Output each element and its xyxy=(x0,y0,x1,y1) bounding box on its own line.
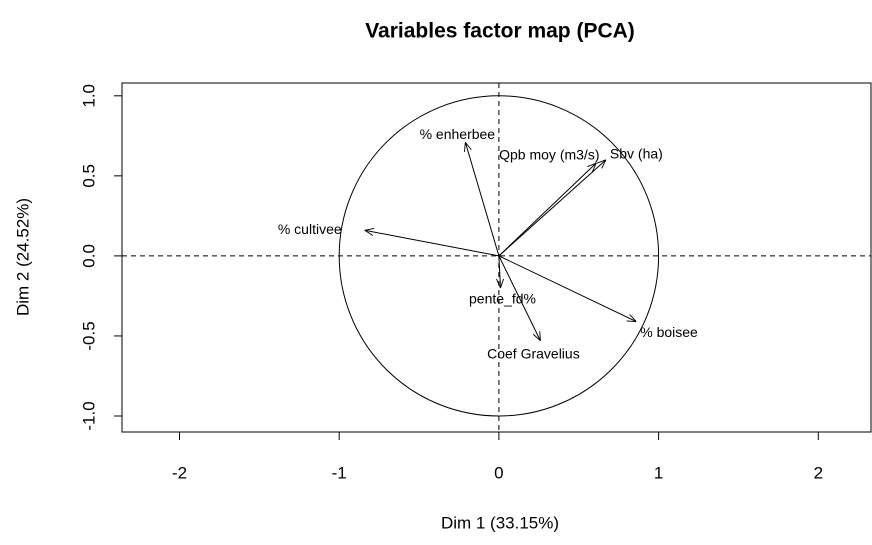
y-tick-label: 0.5 xyxy=(79,164,98,188)
x-tick-label: 1 xyxy=(654,463,663,482)
plot-frame xyxy=(121,82,872,433)
variable-arrow xyxy=(498,160,606,257)
variable-label: Sbv (ha) xyxy=(610,146,663,162)
variable-label: % enherbee xyxy=(420,126,496,142)
variable-arrow xyxy=(498,163,596,257)
x-axis-title: Dim 1 (33.15%) xyxy=(441,513,559,532)
y-tick-label: 0.0 xyxy=(79,244,98,268)
variable-label: % cultivee xyxy=(278,221,342,237)
y-tick-label: 1.0 xyxy=(79,84,98,108)
x-tick-label: -2 xyxy=(172,463,187,482)
variable-arrow xyxy=(365,230,499,257)
x-tick-label: -1 xyxy=(332,463,347,482)
correlation-circle xyxy=(338,95,660,417)
variable-arrow xyxy=(499,255,501,288)
chart-title: Variables factor map (PCA) xyxy=(365,20,635,43)
y-tick-label: -1.0 xyxy=(79,401,98,430)
variable-label: Qpb moy (m3/s) xyxy=(499,147,599,163)
variable-arrow xyxy=(498,255,636,322)
variable-label: pente_fd% xyxy=(469,291,536,307)
variable-label: % boisee xyxy=(640,324,698,340)
variable-label: Coef Gravelius xyxy=(487,345,580,361)
y-tick-label: -0.5 xyxy=(79,321,98,350)
variable-arrow xyxy=(465,142,500,257)
x-tick-label: 2 xyxy=(814,463,823,482)
x-tick-label: 0 xyxy=(494,463,503,482)
variable-arrow xyxy=(498,255,541,341)
y-axis-title: Dim 2 (24.52%) xyxy=(13,198,32,316)
